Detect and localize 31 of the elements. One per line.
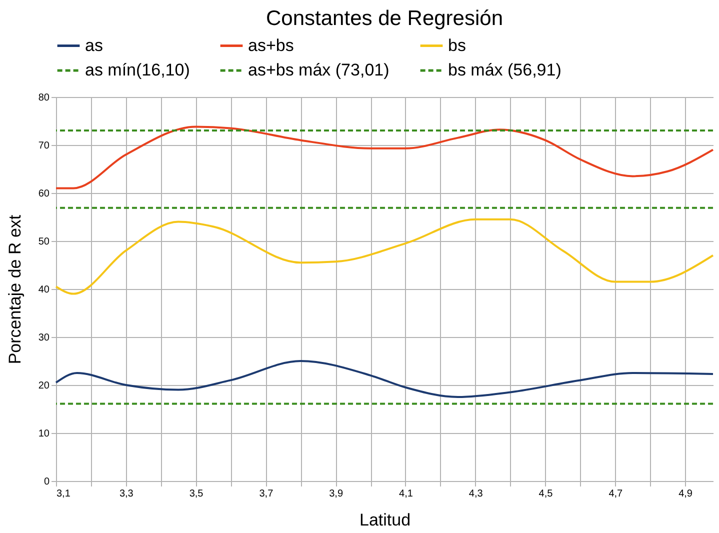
legend-label: bs: [448, 36, 466, 55]
x-axis-title: Latitud: [359, 510, 411, 530]
chart-title: Constantes de Regresión: [266, 7, 503, 30]
line-series: [55, 218, 714, 295]
y-axis-title: Porcentaje de R ext: [5, 214, 24, 364]
legend-label: as: [85, 36, 103, 55]
x-tick-label: 4,5: [538, 488, 554, 500]
x-tick-label: 3,7: [259, 488, 274, 500]
x-tick-label: 4,9: [678, 488, 693, 500]
x-tick-label: 4,7: [608, 488, 624, 500]
y-tick-label: 40: [38, 284, 50, 296]
x-tick-label: 3,1: [56, 488, 71, 500]
y-tick-label: 10: [38, 428, 50, 440]
legend-label: as mín(16,10): [85, 60, 190, 80]
y-tick-label: 50: [38, 236, 50, 248]
legend-label: as+bs máx (73,01): [248, 60, 390, 80]
x-tick-label: 3,5: [189, 488, 204, 500]
y-tick-label: 80: [38, 92, 50, 104]
legend-label: as+bs: [248, 36, 294, 55]
y-tick-label: 70: [38, 140, 50, 152]
y-tick-label: 30: [38, 332, 50, 344]
x-tick-label: 3,3: [119, 488, 134, 500]
line-series: [55, 126, 714, 190]
legend-label: bs máx (56,91): [448, 60, 562, 80]
x-tick-label: 3,9: [329, 488, 344, 500]
x-tick-label: 4,3: [468, 488, 484, 500]
y-tick-label: 60: [38, 188, 50, 200]
line-series: [55, 360, 714, 398]
y-tick-label: 0: [44, 476, 50, 488]
x-tick-label: 4,1: [399, 488, 414, 500]
y-tick-label: 20: [38, 380, 50, 392]
